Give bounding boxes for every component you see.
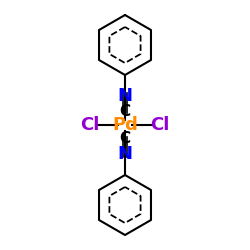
Text: Cl: Cl [80, 116, 100, 134]
Text: Pd: Pd [112, 116, 138, 134]
Text: N: N [118, 87, 132, 105]
Text: C: C [120, 131, 130, 146]
Text: Cl: Cl [150, 116, 170, 134]
Text: C: C [120, 104, 130, 119]
Text: N: N [118, 145, 132, 163]
